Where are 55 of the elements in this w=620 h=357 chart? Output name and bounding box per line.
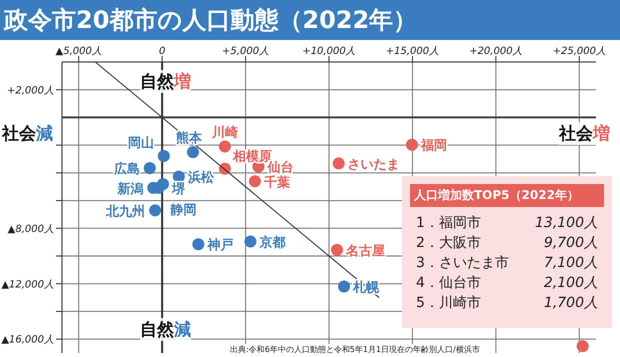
point	[338, 280, 350, 292]
annotation: 堺	[170, 182, 186, 198]
y-tick-label: ▲12,000人	[1, 279, 54, 290]
point	[248, 175, 261, 188]
annotation: 京都	[258, 234, 286, 250]
x-tick-label: +15,000人	[386, 46, 440, 57]
point	[244, 235, 256, 248]
annotation: 新潟	[116, 180, 144, 197]
y-tick-label: ▲16,000人	[1, 334, 54, 346]
point	[406, 138, 418, 151]
annotation: 5．川崎市	[416, 294, 481, 313]
point	[332, 157, 345, 170]
y-tick-label: +2,000人	[6, 85, 54, 96]
annotation: 出典:令和6年中の人口動態と令和5年1月1日現在の年齢別人口/横浜市	[230, 344, 480, 355]
point	[331, 244, 344, 256]
annotation: 神戸	[206, 237, 234, 254]
x-tick-label: +25,000人	[552, 46, 606, 57]
annotation: 川崎	[210, 126, 238, 141]
point	[576, 340, 589, 352]
annotation: 北九州	[105, 204, 146, 220]
annotation: 浜松	[186, 170, 215, 186]
text: 社会減	[2, 124, 53, 144]
x-tick-label: 0	[158, 46, 166, 57]
annotation: 人口増加数TOP5（2022年）	[410, 184, 604, 207]
annotation: 9,700人	[544, 234, 598, 253]
annotation: 静岡	[170, 202, 197, 218]
annotation: 千葉	[262, 174, 290, 190]
annotation: 7,100人	[544, 254, 598, 273]
x-tick-label: +20,000人	[469, 46, 523, 57]
annotation: 社会増	[559, 124, 610, 144]
point	[186, 146, 199, 158]
point	[218, 140, 231, 153]
annotation: 札幌	[352, 280, 380, 296]
annotation: 2,100人	[544, 274, 598, 293]
annotation: 1,700人	[544, 294, 598, 313]
y-tick-label: ▲8,000人	[8, 224, 54, 235]
annotation: 3．さいたま市	[416, 254, 509, 273]
x-tick-label: +5,000人	[222, 46, 270, 57]
x-tick-label: ▲5,000人	[56, 46, 102, 57]
annotation: 4．仙台市	[416, 274, 481, 293]
annotation: 1．福岡市	[416, 214, 481, 233]
annotation: 2．大阪市	[416, 234, 481, 253]
point	[156, 178, 169, 190]
point	[149, 204, 162, 216]
chart-title: 政令市20都市の人口動態（2022年）	[0, 0, 620, 40]
x-tick-label: +10,000人	[302, 46, 356, 57]
annotation: 13,100人	[535, 214, 598, 233]
point	[144, 162, 156, 174]
annotation: さいたま	[348, 157, 400, 172]
annotation: 自然減	[140, 320, 191, 340]
annotation: 自然増	[140, 72, 191, 92]
annotation: 熊本	[176, 130, 203, 146]
point	[158, 150, 170, 162]
annotation: 名古屋	[345, 244, 386, 259]
point	[192, 238, 204, 250]
